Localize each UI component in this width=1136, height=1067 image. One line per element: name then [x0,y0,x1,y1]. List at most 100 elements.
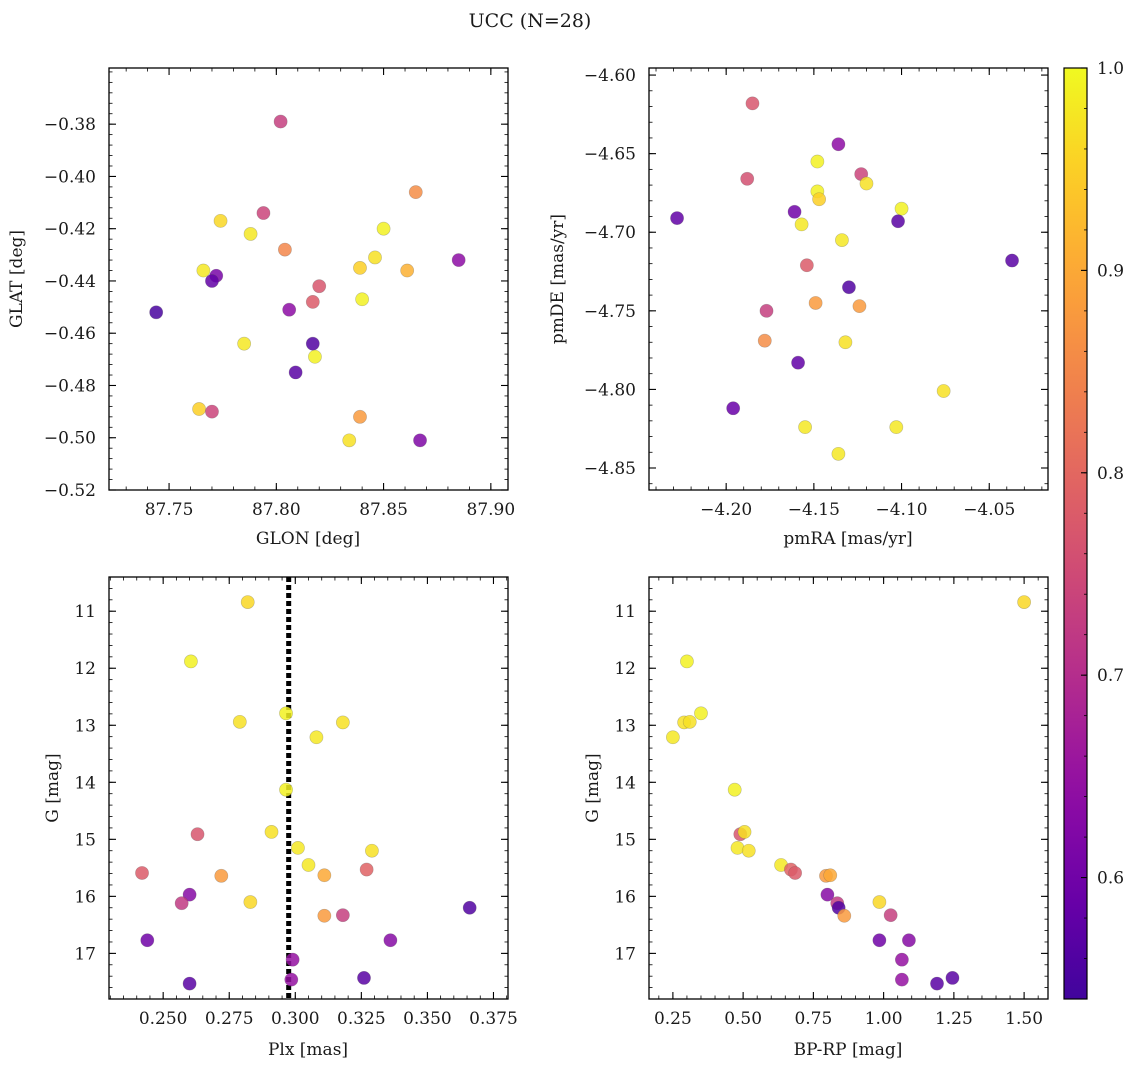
scatter-point [278,242,292,257]
scatter-point [359,862,374,877]
scatter-point [317,868,332,883]
y-axis-label: G [mag] [43,753,63,822]
scatter-point [745,96,760,111]
x-tick-label: 1.50 [1005,1009,1043,1029]
scatter-point [872,895,887,909]
y-axis-label: GLAT [deg] [7,230,27,328]
y-tick-label: 17 [74,944,96,964]
y-tick-label: −0.38 [44,115,96,135]
scatter-point [317,908,332,923]
y-tick-label: 16 [74,887,96,907]
scatter-point [285,952,300,967]
scatter-point [930,976,944,991]
axes-frame [108,576,509,1000]
y-tick-label: 15 [74,830,96,850]
y-tick-label: 15 [614,830,636,850]
y-tick-label: 11 [74,602,96,622]
scatter-point [305,294,320,309]
scatter-point [889,420,904,435]
y-tick-label: −0.50 [44,429,96,449]
scatter-point [791,355,805,370]
x-tick-label: −4.05 [963,500,1015,520]
x-axis-label: BP-RP [mag] [794,1040,903,1060]
scatter-point [140,933,155,948]
scatter-point [256,206,271,220]
scatter-point [291,840,305,855]
scatter-point [353,260,367,275]
y-tick-label: −4.70 [584,223,636,243]
scatter-point [842,280,856,295]
colorbar-tick-label: 1.0 [1097,59,1124,79]
panels: 87.75 87.80 87.85 87.90 −0.38 −0.40 −0.42 −0.44… [7,66,1049,1060]
scatter-point [859,176,874,191]
panel-plx-g: 0.250 0.275 0.300 0.325 0.350 0.375 11 12 13 14 15… [43,576,518,1060]
x-tick-label: 0.75 [794,1009,832,1029]
panel-color-mag: 0.25 0.50 0.75 1.00 1.25 1.50 11 12 13 14 15 16 17 BP… [583,576,1049,1060]
x-tick-label: 0.25 [654,1009,692,1029]
scatter-point [149,305,164,320]
scatter-point [741,843,756,858]
scatter-point [945,971,960,985]
scatter-point [831,137,846,152]
scatter-point [135,866,149,880]
axes-frame [648,576,1049,1000]
y-tick-label: 12 [614,659,636,679]
scatter-point [413,433,427,448]
scatter-point [451,253,466,267]
y-tick-label: −0.48 [44,376,96,396]
scatter-point [196,263,211,278]
panel-glon-glat: 87.75 87.80 87.85 87.90 −0.38 −0.40 −0.42 −0.44… [7,67,516,549]
scatter-point [308,349,322,364]
y-tick-label: 14 [614,773,636,793]
scatter-point [335,715,350,730]
x-tick-label: −4.10 [875,500,927,520]
colorbar-tick-label: 0.9 [1097,261,1124,281]
y-tick-label: −0.52 [44,481,96,501]
scatter-point [214,868,229,883]
colorbar: 1.0 0.9 0.8 0.7 0.6 [1063,59,1124,1000]
y-tick-label: −0.46 [44,324,96,344]
scatter-point [936,384,951,398]
scatter-point [694,706,708,721]
x-tick-label: 0.325 [337,1009,386,1029]
scatter-point [190,827,205,842]
scatter-point [182,887,197,902]
panel-pm: −4.20 −4.15 −4.10 −4.05 −4.60 −4.65 −4.70 −4.75… [548,66,1049,549]
scatter-point [243,227,258,241]
scatter-point [902,933,916,948]
y-tick-label: −4.65 [584,145,636,165]
y-tick-label: 12 [74,659,96,679]
scatter-point [205,404,219,419]
scatter-point [312,279,327,294]
scatter-point [284,972,299,987]
scatter-point [872,933,887,948]
scatter-point [835,233,849,248]
scatter-point [894,201,909,216]
x-tick-label: 87.90 [467,500,516,520]
scatter-points [149,114,466,448]
scatter-point [894,972,909,987]
y-tick-label: 13 [614,716,636,736]
colorbar-tick-label: 0.6 [1097,869,1124,889]
scatter-point [376,221,391,236]
y-tick-label: −4.75 [584,302,636,322]
scatter-point [726,401,741,416]
x-tick-label: 87.80 [252,500,301,520]
scatter-point [794,217,809,232]
y-tick-label: 11 [614,602,636,622]
scatter-point [240,595,255,609]
scatter-point [808,296,823,310]
scatter-point [788,866,803,880]
scatter-point [812,192,827,207]
scatter-point [665,730,680,745]
scatter-point [288,365,303,380]
x-tick-label: 0.50 [724,1009,762,1029]
y-axis-label: G [mag] [583,753,603,822]
scatter-point [740,171,755,186]
scatter-point [282,302,297,317]
scatter-point [355,292,370,307]
x-tick-label: 87.75 [145,500,194,520]
scatter-points [665,595,1032,991]
scatter-point [787,204,802,219]
